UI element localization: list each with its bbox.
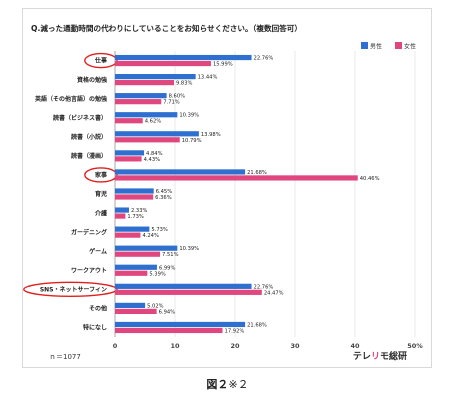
bar-female	[115, 60, 211, 67]
bar-male	[115, 169, 246, 175]
highlight-circle	[23, 281, 118, 298]
bar-female	[115, 213, 126, 219]
data-label-male: 4.84%	[146, 151, 163, 157]
data-label-female: 40.46%	[360, 176, 380, 182]
category-label: 読書（ビジネス書）	[53, 114, 107, 122]
data-label-male: 10.39%	[179, 246, 199, 252]
category-label: 読書（小説）	[71, 133, 107, 141]
figure-number: 図２	[206, 378, 229, 391]
sample-size: ｎ＝1077	[49, 353, 81, 361]
brand-logo: テレリモ総研	[353, 350, 407, 362]
data-label-female: 4.43%	[144, 157, 161, 163]
highlight-circle	[84, 52, 118, 69]
category-label: SNS・ネットサーフィン	[40, 286, 107, 294]
category-label: 家事	[95, 171, 107, 179]
bar-female	[115, 270, 148, 276]
category-label: ゲーム	[89, 247, 107, 255]
x-tick-label: 40	[350, 342, 360, 350]
bar-male	[115, 283, 252, 289]
data-label-female: 10.79%	[182, 138, 202, 144]
data-label-female: 6.36%	[155, 195, 172, 201]
bar-male	[115, 112, 178, 118]
figure-note: ※２	[228, 378, 249, 391]
bar-male	[115, 188, 154, 194]
data-label-female: 4.62%	[145, 119, 162, 125]
chart-frame: Q.減った通勤時間の代わりにしていることをお知らせください。（複数回答可） 男性 女…	[22, 8, 432, 368]
legend-swatch-female	[395, 42, 402, 49]
category-label: 介護	[94, 209, 108, 217]
data-label-male: 6.45%	[156, 189, 173, 195]
bar-female	[115, 289, 262, 295]
x-tick-label: 0	[113, 342, 118, 350]
x-tick-label: 30	[290, 342, 300, 350]
bar-female	[115, 194, 154, 200]
legend-label-female: 女性	[404, 43, 416, 51]
bar-male	[115, 302, 146, 308]
x-tick-label: 50%	[407, 342, 423, 350]
bar-female	[115, 232, 141, 238]
bar-male	[115, 245, 178, 251]
bar-female	[115, 99, 162, 105]
data-label-female: 9.83%	[176, 81, 193, 87]
data-label-male: 10.39%	[179, 113, 199, 119]
x-tick-label: 10	[170, 342, 180, 350]
legend-label-male: 男性	[370, 43, 382, 51]
data-label-male: 5.02%	[147, 303, 164, 309]
data-label-male: 6.99%	[159, 265, 176, 271]
data-label-male: 22.76%	[254, 56, 274, 62]
data-label-female: 5.39%	[149, 271, 166, 277]
data-label-male: 21.68%	[247, 322, 267, 328]
category-label: 英語（その他言語）の勉強	[34, 95, 107, 103]
data-label-female: 15.99%	[213, 62, 233, 68]
data-label-male: 21.68%	[247, 170, 267, 176]
bar-female	[115, 137, 180, 143]
bar-male	[115, 321, 246, 328]
category-label: 読書（漫画）	[71, 152, 107, 160]
category-label: その他	[89, 305, 107, 313]
bar-female	[115, 251, 161, 257]
bar-male	[115, 264, 157, 270]
bar-male	[115, 226, 150, 232]
x-tick-label: 20	[230, 342, 240, 350]
category-label: 特になし	[83, 324, 107, 332]
category-label: ワークアウト	[71, 266, 107, 274]
bar-male	[115, 131, 199, 137]
category-label: 資格の勉強	[77, 76, 107, 84]
bar-male	[115, 207, 129, 213]
bar-female	[115, 327, 223, 334]
data-label-male: 22.76%	[254, 284, 274, 290]
data-label-male: 13.44%	[198, 75, 218, 81]
bar-female	[115, 80, 174, 86]
bar-male	[115, 93, 167, 99]
bar-female	[115, 118, 143, 124]
bar-female	[115, 175, 358, 181]
bar-male	[115, 54, 252, 61]
data-label-female: 17.92%	[225, 328, 245, 334]
category-label: ガーデニング	[71, 228, 107, 236]
data-label-male: 2.33%	[131, 208, 148, 214]
legend-swatch-male	[361, 42, 368, 49]
bar-female	[115, 308, 157, 314]
highlight-circle	[84, 167, 118, 183]
data-label-male: 5.73%	[151, 227, 168, 233]
bar-female	[115, 156, 142, 162]
data-label-male: 8.60%	[169, 94, 186, 100]
data-label-female: 24.47%	[264, 290, 284, 296]
data-label-female: 1.73%	[127, 214, 144, 220]
bar-male	[115, 74, 196, 80]
category-label: 育児	[95, 190, 107, 198]
bar-chart: Q.減った通勤時間の代わりにしていることをお知らせください。（複数回答可） 男性 女…	[23, 23, 423, 362]
data-label-female: 7.51%	[162, 252, 179, 258]
data-label-female: 6.94%	[159, 309, 176, 315]
data-label-male: 13.98%	[201, 132, 221, 138]
data-label-female: 7.71%	[163, 100, 180, 106]
data-label-female: 4.24%	[142, 233, 159, 239]
bar-male	[115, 150, 145, 156]
chart-title: Q.減った通勤時間の代わりにしていることをお知らせください。（複数回答可）	[31, 23, 302, 33]
figure-caption: 図２※２	[0, 376, 455, 392]
category-label: 仕事	[94, 57, 107, 65]
